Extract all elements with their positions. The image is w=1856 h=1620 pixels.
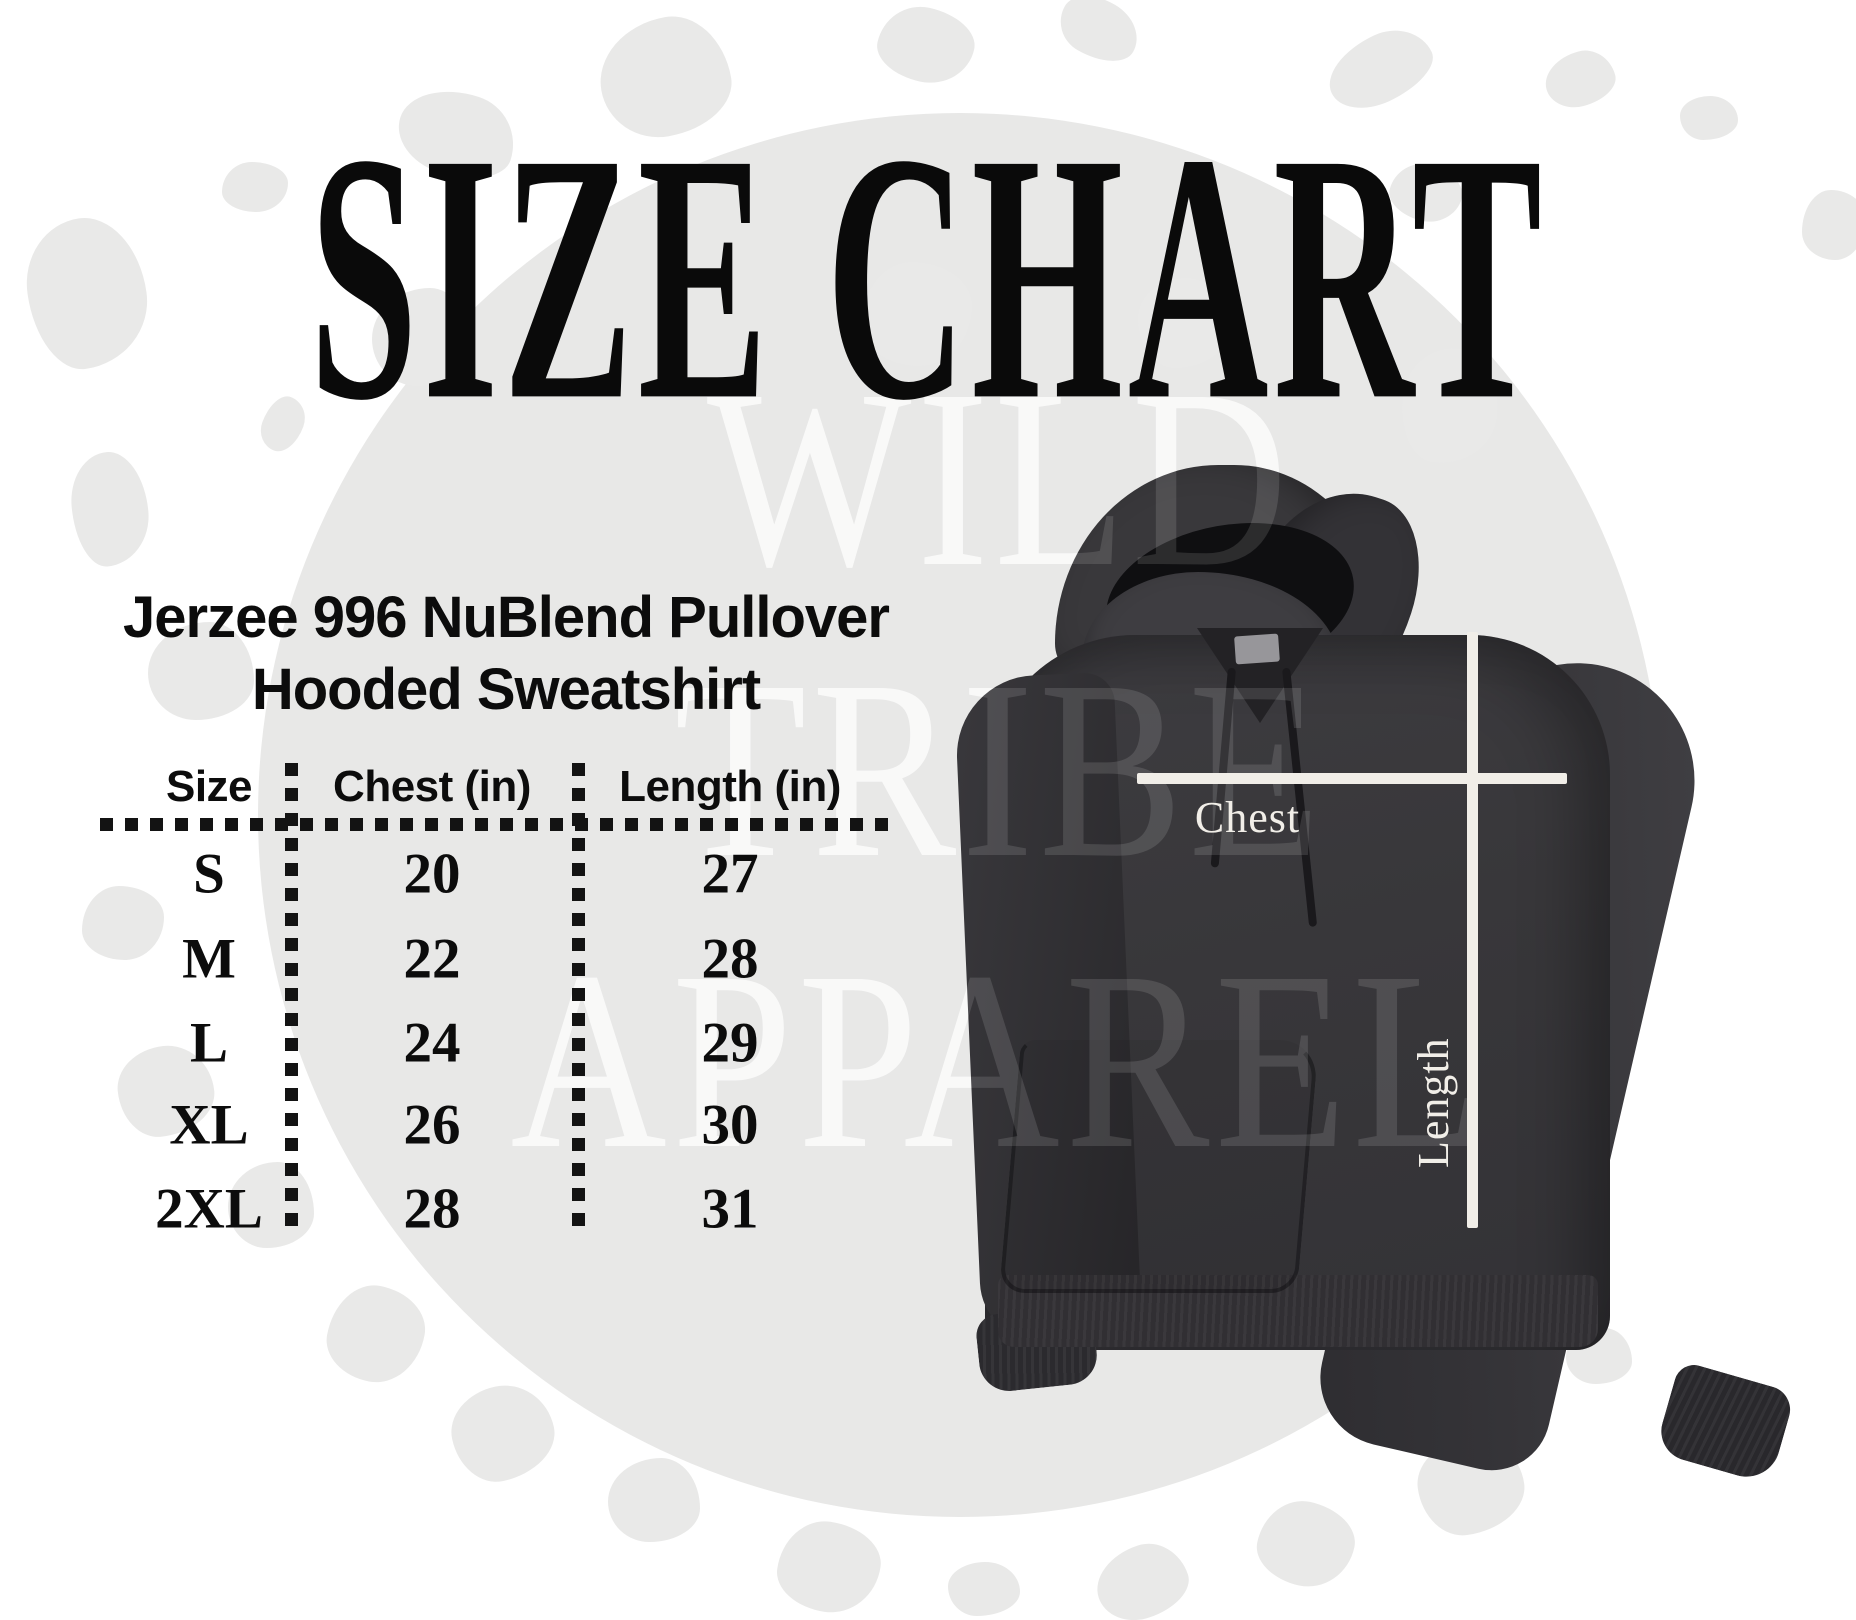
table-divider-horizontal (100, 818, 895, 831)
hoodie-hem-band (998, 1275, 1598, 1347)
table-cell-chest: 28 (403, 1177, 461, 1241)
column-header-chest: Chest (in) (333, 762, 531, 811)
page-title: SIZE CHART (309, 81, 1547, 475)
paint-blob (320, 1278, 432, 1390)
table-divider-vertical (572, 763, 585, 1228)
table-cell-chest: 24 (403, 1011, 461, 1075)
paint-blob (1680, 96, 1738, 140)
paint-blob (608, 1458, 700, 1542)
hoodie-neck-tag (1234, 633, 1280, 665)
product-subtitle: Jerzee 996 NuBlend Pullover Hooded Sweat… (56, 582, 956, 726)
chest-measure-line (1137, 773, 1567, 784)
product-subtitle-line2: Hooded Sweatshirt (251, 657, 761, 722)
table-cell-size: S (193, 842, 225, 906)
paint-blob (1048, 0, 1150, 75)
paint-blob (148, 622, 254, 720)
paint-blob (862, 262, 972, 366)
length-label: Length (1409, 1037, 1458, 1168)
paint-blob (222, 162, 288, 212)
paint-blob (871, 0, 981, 92)
hoodie-kangaroo-pocket (998, 1040, 1320, 1293)
column-header-length: Length (in) (619, 762, 841, 811)
table-cell-size: XL (169, 1093, 249, 1157)
length-measure-line (1467, 632, 1478, 1228)
paint-blob (18, 210, 156, 376)
table-cell-length: 28 (701, 927, 759, 991)
chest-label: Chest (1194, 793, 1301, 842)
paint-blob (372, 288, 472, 386)
column-header-size: Size (165, 762, 253, 811)
table-cell-size: 2XL (155, 1177, 263, 1241)
table-cell-chest: 22 (403, 927, 461, 991)
paint-blob (67, 448, 153, 570)
paint-blob (82, 886, 164, 960)
table-cell-length: 30 (701, 1093, 759, 1157)
table-cell-length: 31 (701, 1177, 759, 1241)
table-cell-length: 27 (701, 842, 759, 906)
paint-blob (443, 1376, 563, 1490)
paint-blob (1138, 278, 1230, 368)
hoodie-right-cuff (1654, 1360, 1796, 1485)
paint-blob (772, 1515, 886, 1619)
table-cell-chest: 26 (403, 1093, 461, 1157)
paint-blob (228, 1162, 314, 1248)
table-cell-size: L (189, 1011, 229, 1075)
paint-blob (948, 1562, 1020, 1616)
paint-blob (1802, 190, 1856, 260)
table-divider-vertical (285, 763, 298, 1228)
table-cell-size: M (182, 927, 236, 991)
table-cell-length: 29 (701, 1011, 759, 1075)
table-cell-chest: 20 (403, 842, 461, 906)
product-subtitle-line1: Jerzee 996 NuBlend Pullover (123, 585, 890, 650)
hoodie-product-photo (930, 430, 1856, 1620)
